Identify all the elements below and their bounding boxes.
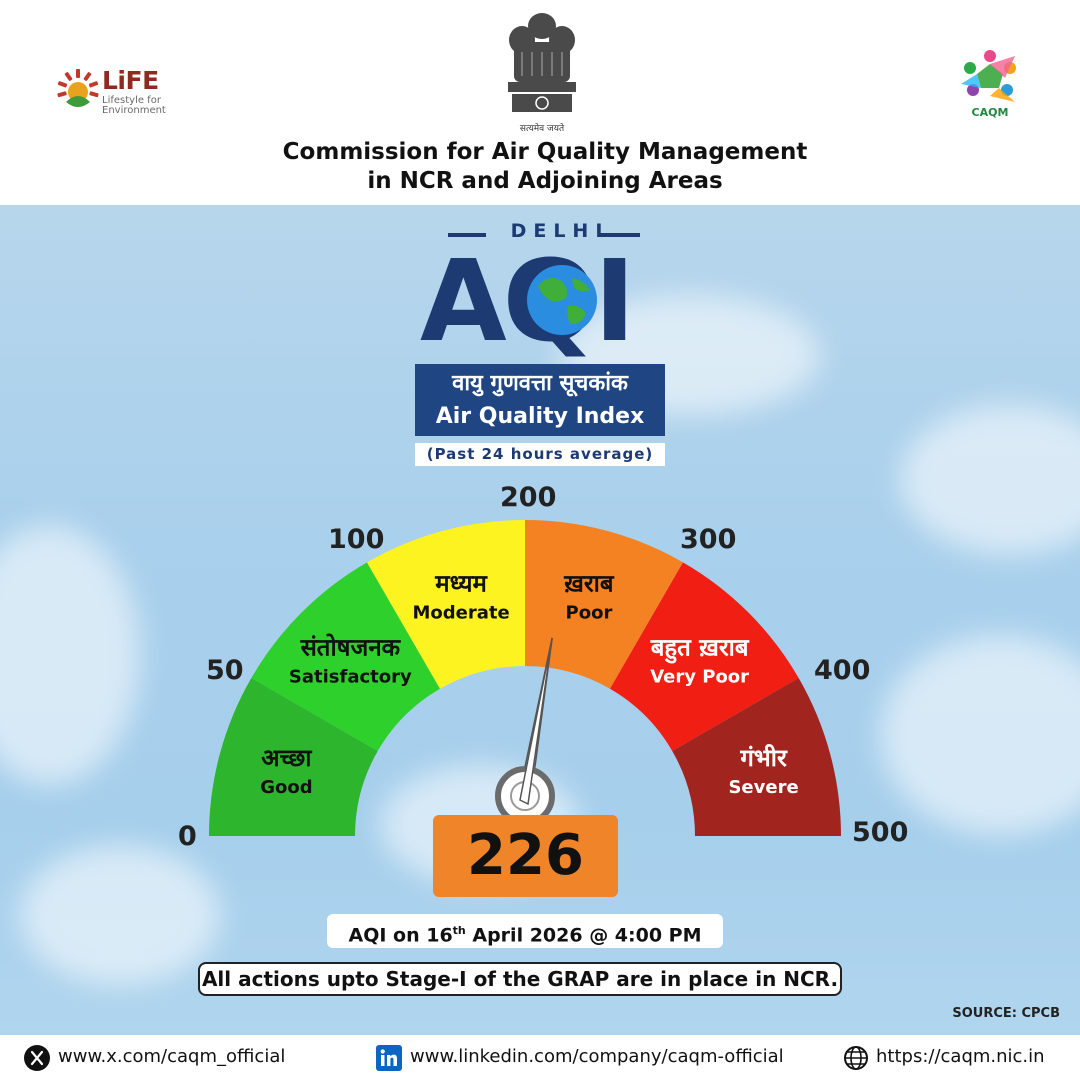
caqm-logo-text: CAQM — [971, 106, 1009, 119]
linkedin-link[interactable]: www.linkedin.com/company/caqm-official — [410, 1046, 784, 1067]
gauge-label-english: Poor — [566, 602, 613, 623]
x-logo-icon[interactable] — [24, 1045, 50, 1071]
org-name-line2: in NCR and Adjoining Areas — [367, 168, 723, 194]
emblem-motto: सत्यमेव जयते — [519, 124, 565, 134]
gauge-segment-satisfactory — [251, 562, 440, 751]
gauge-label-hindi: मध्यम — [434, 569, 488, 597]
aqi-date: AQI on 16th April 2026 @ 4:00 PM — [327, 914, 723, 948]
life-logo: LiFE Lifestyle for Environment — [56, 66, 176, 118]
cloud-decoration — [0, 525, 140, 785]
gauge-label-hindi: संतोषजनक — [300, 633, 402, 661]
gauge-segment-severe — [672, 678, 841, 836]
gauge-label-hindi: ख़राब — [563, 569, 615, 597]
cloud-decoration — [20, 845, 220, 985]
gauge-label-english: Satisfactory — [289, 666, 412, 687]
tick-label: 50 — [206, 655, 244, 686]
cloud-decoration — [900, 405, 1080, 555]
life-logo-subtitle: Lifestyle for Environment — [102, 95, 166, 116]
life-sun-icon — [57, 69, 99, 107]
gauge-label-english: Very Poor — [650, 666, 749, 687]
gauge-needle-pointer — [519, 637, 553, 806]
footer — [0, 1035, 1080, 1080]
gauge-label-hindi: बहुत ख़राब — [650, 633, 750, 664]
gauge-segment-good — [209, 678, 378, 836]
gauge-label-english: Moderate — [412, 602, 509, 623]
tick-label: 500 — [852, 817, 909, 848]
tick-label: 400 — [814, 655, 871, 686]
city-name: DELHI — [510, 220, 610, 242]
caqm-logo-icon — [961, 50, 1016, 102]
org-name-line1: Commission for Air Quality Management — [282, 139, 808, 165]
tick-label: 0 — [178, 821, 197, 852]
tick-label: 300 — [680, 524, 737, 555]
tick-label: 200 — [500, 482, 557, 513]
city-rule-left — [448, 233, 486, 237]
national-emblem-icon — [508, 13, 576, 112]
linkedin-icon[interactable] — [376, 1045, 402, 1071]
header: LiFE Lifestyle for Environment सत्यमेव ज… — [0, 0, 1080, 205]
gauge-segment-very-poor — [610, 562, 799, 751]
index-label-hindi: वायु गुणवत्ता सूचकांक — [452, 371, 628, 396]
cloud-decoration — [880, 635, 1080, 835]
source-label: SOURCE: CPCB — [952, 1006, 1060, 1021]
tick-label: 100 — [328, 524, 385, 555]
aqi-value: 226 — [433, 815, 618, 897]
globe-web-icon[interactable] — [843, 1045, 869, 1071]
aqi-title-graphic: AQI — [420, 237, 636, 358]
index-period-label: (Past 24 hours average) — [415, 443, 665, 466]
website-link[interactable]: https://caqm.nic.in — [876, 1046, 1045, 1067]
city-rule-right — [598, 233, 640, 237]
index-label-english: Air Quality Index — [435, 404, 645, 429]
aqi-date-rest: April 2026 @ 4:00 PM — [465, 924, 702, 947]
gauge-label-english: Good — [260, 777, 312, 798]
life-logo-text: LiFE — [102, 66, 159, 95]
x-link[interactable]: www.x.com/caqm_official — [58, 1046, 286, 1067]
gauge-segment-moderate — [367, 520, 525, 689]
gauge-label-english: Severe — [728, 777, 798, 798]
index-label-box — [415, 364, 665, 436]
gauge-label-hindi: गंभीर — [739, 744, 788, 772]
aqi-date-suffix-ordinal: th — [452, 924, 466, 937]
gauge-label-hindi: अच्छा — [261, 744, 312, 772]
aqi-date-prefix: AQI on 16 — [348, 924, 453, 947]
gauge-segment-poor — [525, 520, 683, 689]
grap-notice: All actions upto Stage-I of the GRAP are… — [198, 962, 842, 996]
